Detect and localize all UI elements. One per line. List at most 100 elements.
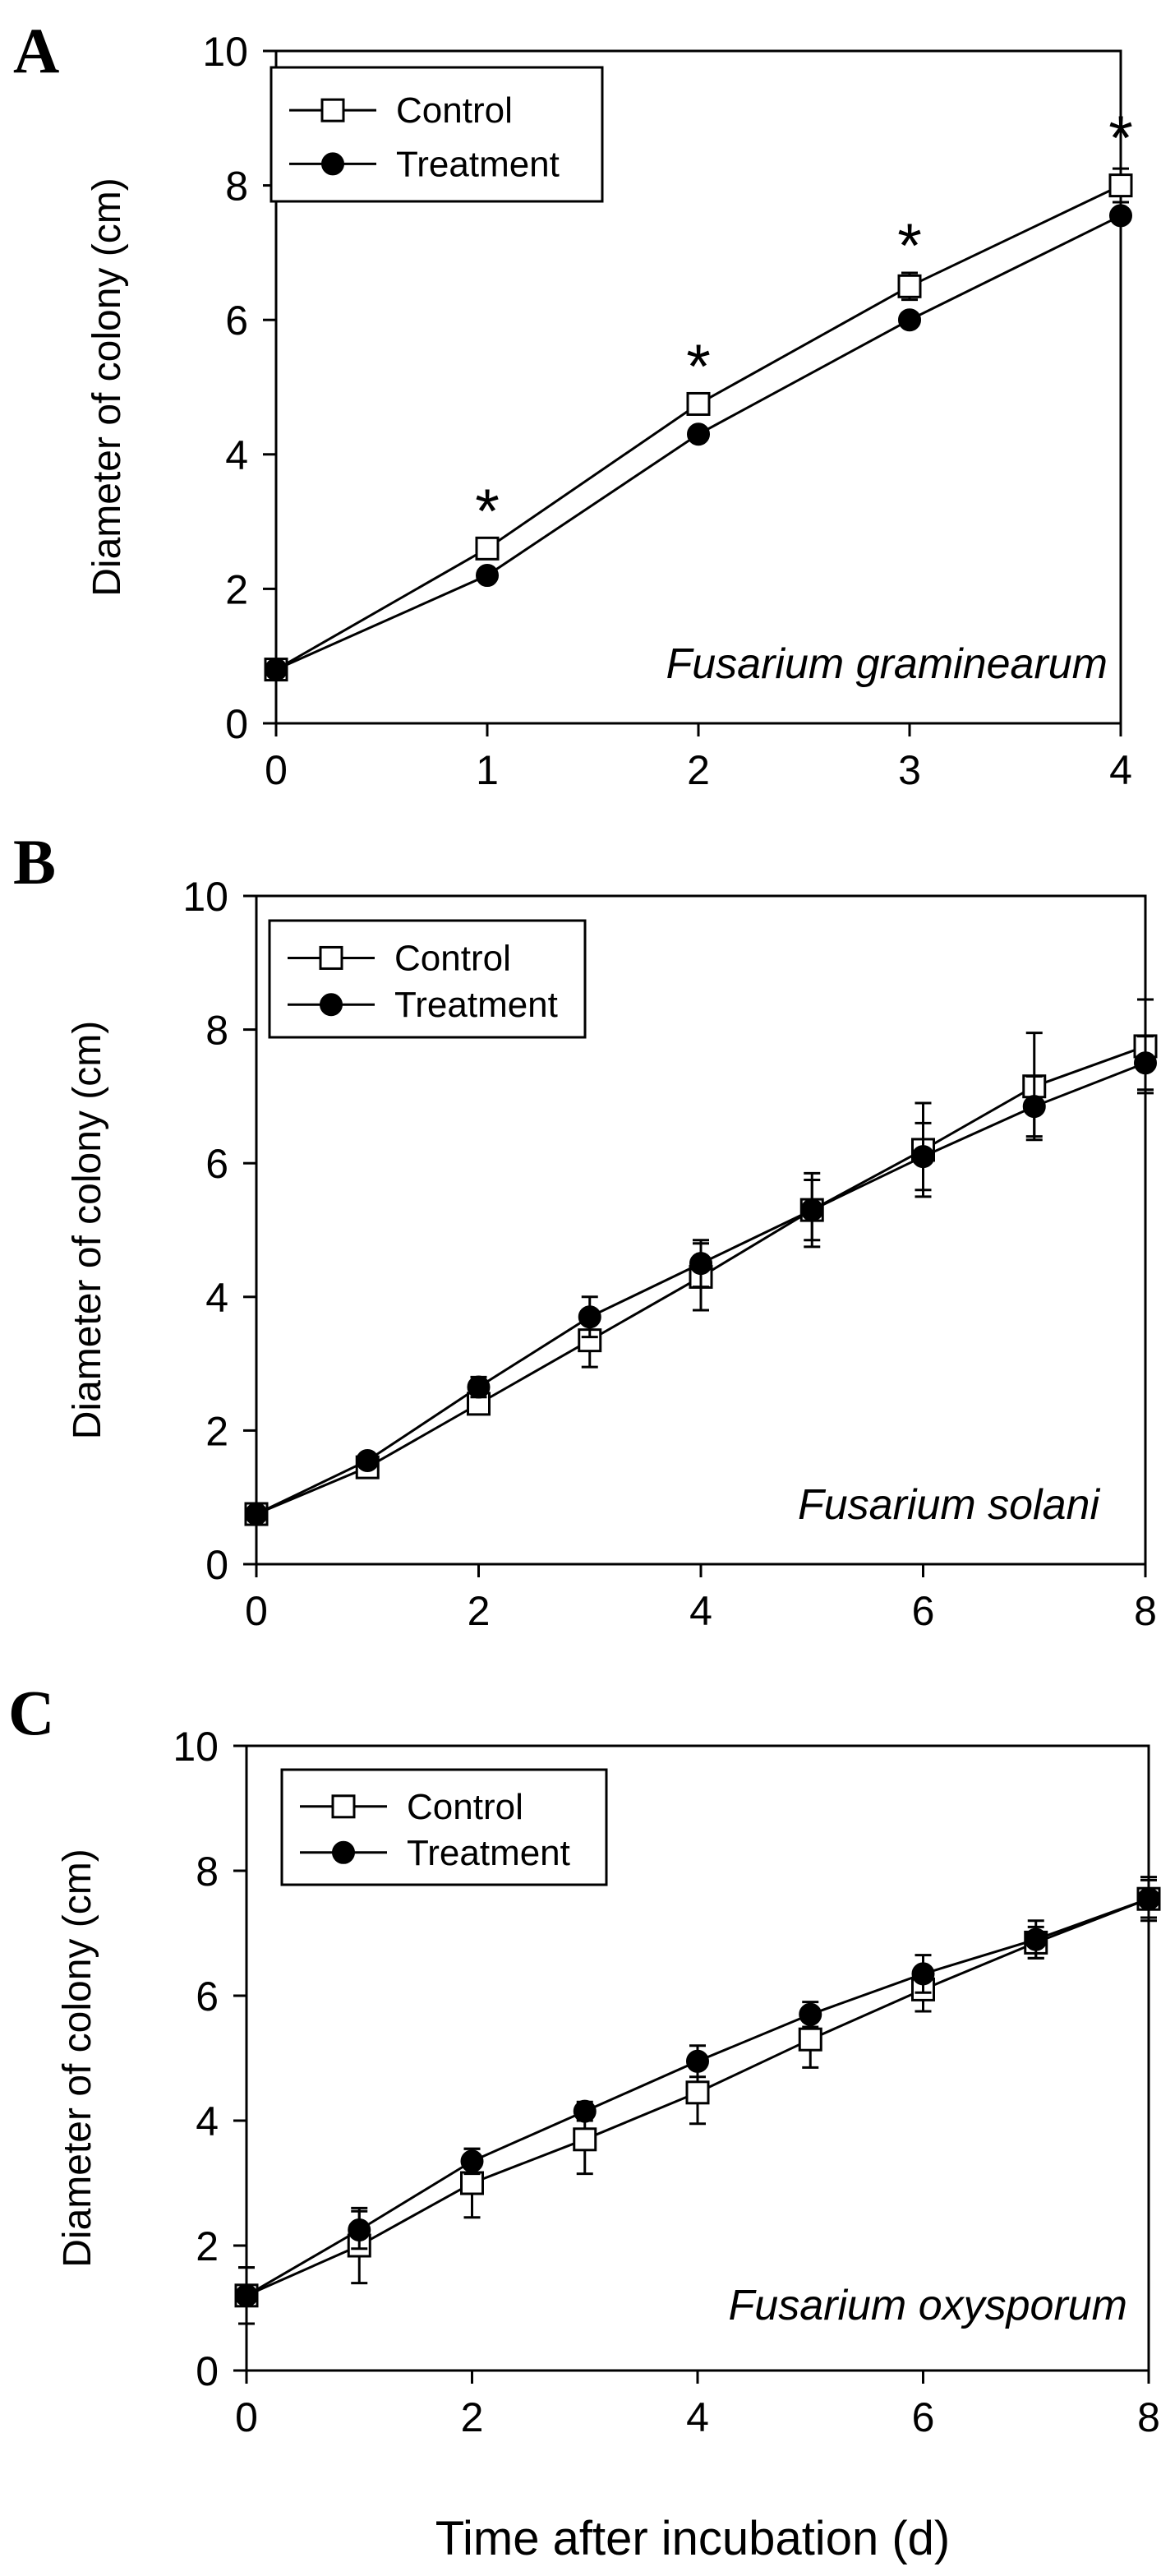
significance-star: * xyxy=(1108,104,1133,173)
significance-star: * xyxy=(475,477,500,547)
y-tick-label: 2 xyxy=(205,1408,228,1454)
x-tick-label: 4 xyxy=(1109,747,1132,793)
data-point-treatment xyxy=(1024,1927,1048,1951)
data-point-treatment xyxy=(573,2099,597,2123)
data-point-treatment xyxy=(578,1305,601,1329)
y-tick-label: 8 xyxy=(196,1849,219,1895)
x-tick-label: 0 xyxy=(265,747,288,793)
x-tick-label: 3 xyxy=(898,747,921,793)
chart-panel-a: A 0 2 4 6 8 10 0 1 2 3 4 Diameter of colony (cm) Fusa… xyxy=(13,15,1133,793)
data-point-treatment xyxy=(1137,1887,1160,1911)
legend: Control Treatment xyxy=(268,919,587,1039)
legend-marker-treatment xyxy=(332,1840,355,1864)
y-axis-label: Diameter of colony (cm) xyxy=(66,1021,109,1439)
data-point-control xyxy=(1108,173,1133,198)
y-tick-label: 10 xyxy=(173,1724,219,1770)
species-annotation: Fusarium solani xyxy=(798,1481,1100,1529)
y-tick-label: 6 xyxy=(205,1141,228,1187)
data-point-treatment xyxy=(356,1448,380,1472)
legend-box xyxy=(268,919,587,1039)
data-point-control xyxy=(798,2027,822,2052)
legend-box xyxy=(270,66,604,203)
data-point-treatment xyxy=(687,422,710,446)
data-point-treatment xyxy=(1134,1051,1157,1075)
data-point-treatment xyxy=(686,2049,709,2073)
y-tick-label: 2 xyxy=(225,566,248,612)
panel-label: C xyxy=(8,1677,54,1748)
data-point-treatment xyxy=(799,2002,822,2026)
y-tick-label: 8 xyxy=(225,164,248,210)
data-point-treatment xyxy=(467,1375,491,1399)
x-tick-label: 4 xyxy=(686,2394,709,2440)
chart-panel-b: B 0 2 4 6 8 10 0 2 4 6 8 Diameter of colony (cm) Fusa… xyxy=(13,826,1158,1634)
chart-panel-c: C 0 2 4 6 8 10 0 2 4 6 8 Diameter of colony (cm) Fusa… xyxy=(8,1677,1161,2440)
legend-marker-control xyxy=(320,98,345,122)
x-tick-label: 6 xyxy=(912,1588,935,1634)
x-tick-label: 6 xyxy=(912,2394,935,2440)
x-tick-label: 0 xyxy=(245,1588,268,1634)
y-tick-label: 8 xyxy=(205,1008,228,1054)
legend: Control Treatment xyxy=(270,66,604,203)
y-tick-label: 6 xyxy=(196,1974,219,2020)
y-axis-label: Diameter of colony (cm) xyxy=(56,1849,99,2267)
legend-label: Control xyxy=(407,1787,523,1827)
data-point-control xyxy=(475,536,500,561)
data-point-treatment xyxy=(689,1252,712,1276)
data-point-treatment xyxy=(460,2149,484,2173)
y-tick-label: 0 xyxy=(205,1542,228,1588)
legend: Control Treatment xyxy=(280,1768,608,1886)
data-point-control xyxy=(685,2080,710,2105)
species-annotation: Fusarium oxysporum xyxy=(729,2282,1127,2329)
legend-marker-control xyxy=(319,945,343,970)
x-tick-label: 2 xyxy=(468,1588,491,1634)
data-point-control xyxy=(573,2127,597,2152)
data-point-treatment xyxy=(265,658,288,681)
data-point-treatment xyxy=(911,1145,935,1169)
series-treatment xyxy=(265,204,1132,681)
legend-label: Treatment xyxy=(394,985,558,1025)
data-point-treatment xyxy=(898,308,921,332)
panel-label: A xyxy=(13,15,59,86)
legend-label: Control xyxy=(396,90,513,131)
y-tick-label: 4 xyxy=(196,2098,219,2144)
y-axis-label: Diameter of colony (cm) xyxy=(85,178,129,596)
y-tick-label: 10 xyxy=(202,29,248,75)
y-tick-label: 0 xyxy=(225,701,248,747)
species-annotation: Fusarium graminearum xyxy=(666,640,1108,688)
y-tick-label: 0 xyxy=(196,2348,219,2394)
legend-label: Treatment xyxy=(396,144,560,184)
data-point-treatment xyxy=(800,1198,824,1222)
series-treatment xyxy=(235,1876,1160,2325)
data-point-treatment xyxy=(476,564,499,588)
legend-label: Control xyxy=(394,938,511,978)
x-tick-label: 2 xyxy=(461,2394,484,2440)
data-point-treatment xyxy=(911,1962,935,1986)
legend-marker-treatment xyxy=(321,152,344,176)
x-tick-label: 0 xyxy=(235,2394,258,2440)
x-tick-label: 2 xyxy=(687,747,710,793)
data-point-treatment xyxy=(1109,204,1132,228)
data-point-treatment xyxy=(1022,1095,1046,1119)
data-point-treatment xyxy=(235,2283,258,2307)
y-tick-label: 6 xyxy=(225,298,248,344)
legend-marker-treatment xyxy=(320,993,343,1017)
x-tick-label: 8 xyxy=(1137,2394,1160,2440)
x-tick-label: 4 xyxy=(689,1588,712,1634)
panel-label: B xyxy=(13,826,56,898)
data-point-control xyxy=(897,274,922,298)
y-tick-label: 2 xyxy=(196,2223,219,2269)
significance-star: * xyxy=(897,211,922,281)
data-point-treatment xyxy=(348,2218,371,2241)
figure-x-axis-label: Time after incubation (d) xyxy=(435,2512,950,2565)
legend-box xyxy=(280,1768,608,1886)
x-tick-label: 8 xyxy=(1134,1588,1157,1634)
data-point-control xyxy=(460,2171,484,2195)
significance-star: * xyxy=(686,332,711,402)
legend-label: Treatment xyxy=(407,1833,570,1873)
y-tick-label: 10 xyxy=(182,874,228,920)
data-point-control xyxy=(686,391,711,416)
y-tick-label: 4 xyxy=(205,1275,228,1321)
series-treatment xyxy=(245,1035,1157,1526)
series-control xyxy=(234,1878,1161,2325)
y-tick-label: 4 xyxy=(225,432,248,478)
